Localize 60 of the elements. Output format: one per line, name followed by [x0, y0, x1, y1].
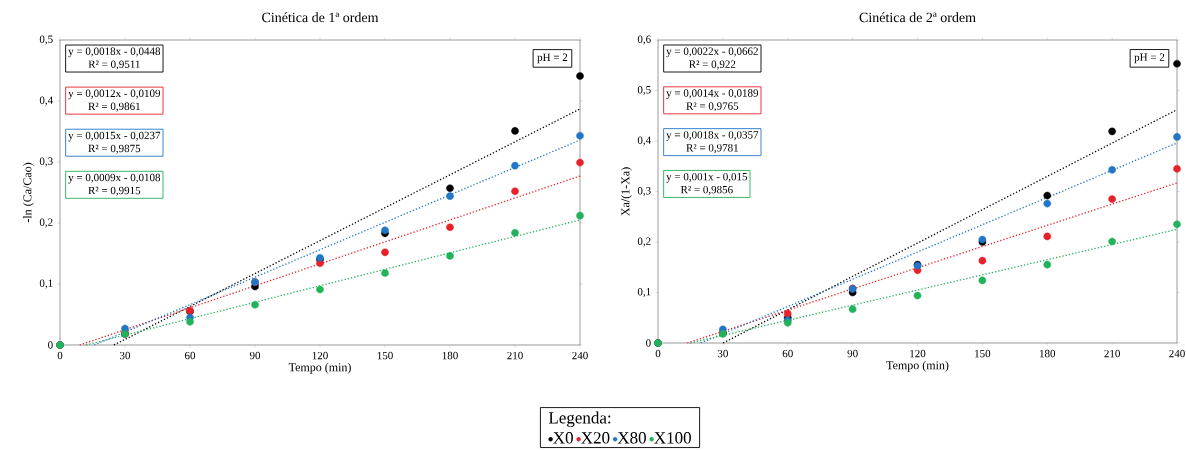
annotation: y = 0,0018x - 0,0357 [666, 131, 759, 141]
annotation: R² = 0,9765 [686, 102, 739, 112]
y-tick-label: 0,2 [39, 218, 53, 228]
x-tick-label: 60 [782, 349, 793, 358]
annotation: R² = 0,9861 [88, 102, 140, 112]
x-tick-label: 210 [507, 351, 523, 360]
y-tick-label: 0 [48, 341, 53, 349]
annotation: R² = 0,9511 [88, 60, 140, 70]
x-tick-label: 120 [910, 349, 926, 358]
x-axis-title: Tempo (min) [886, 360, 949, 372]
y-tick-label: 0,1 [39, 279, 53, 289]
legend-label: X20 [581, 432, 610, 444]
annotation: pH = 2 [1134, 53, 1165, 64]
x-tick-label: 90 [847, 349, 858, 358]
annotation: y = 0,0018x - 0,0448 [68, 47, 161, 58]
x-tick-label: 150 [975, 349, 991, 358]
legend-label: X80 [617, 432, 646, 444]
y-tick-label: 0,3 [39, 157, 53, 167]
annotation: y = 0,0009x - 0,0108 [68, 173, 161, 184]
annotation: y = 0,0014x - 0,0189 [666, 89, 759, 99]
annotation: R² = 0,922 [689, 60, 736, 70]
annotation: pH = 2 [537, 53, 568, 64]
x-tick-label: 0 [655, 349, 661, 358]
annotation: R² = 0,9875 [88, 144, 141, 154]
legend-label: X0 [553, 432, 573, 444]
y-axis-title: -ln (Ca/Cao) [22, 162, 34, 223]
x-tick-label: 90 [249, 351, 261, 360]
annotation: R² = 0,9915 [88, 186, 141, 196]
x-tick-label: 180 [442, 351, 458, 360]
y-tick-label: 0,3 [637, 187, 651, 196]
annotation: R² = 0,9781 [686, 144, 738, 154]
x-tick-label: 0 [57, 351, 63, 360]
chart-title: Cinética de 1ª ordem [262, 12, 379, 23]
x-tick-label: 210 [1104, 349, 1120, 358]
x-tick-label: 30 [120, 351, 131, 360]
annotation: y = 0,001x - 0,015 [666, 172, 748, 183]
x-tick-label: 60 [184, 351, 196, 360]
y-tick-label: 0,4 [637, 136, 651, 146]
x-tick-label: 240 [572, 351, 588, 360]
y-tick-label: 0,5 [637, 86, 651, 95]
chart-title: Cinética de 2ª ordem [859, 12, 976, 23]
legend-label: X100 [654, 432, 691, 444]
legend-title: Legenda: [548, 411, 611, 428]
x-tick-label: 180 [1039, 349, 1056, 358]
annotation: y = 0,0012x - 0,0109 [68, 89, 161, 100]
y-tick-label: 0,2 [637, 237, 651, 247]
x-tick-label: 150 [377, 351, 393, 360]
x-tick-label: 240 [1169, 349, 1185, 358]
y-tick-label: 0,4 [39, 96, 53, 106]
y-tick-label: 0,5 [39, 35, 53, 45]
x-axis-title: Tempo (min) [288, 362, 351, 374]
y-axis-title: Xa/(1-Xa) [620, 167, 632, 216]
annotation: y = 0,0015x - 0,0237 [68, 131, 161, 142]
annotation: R² = 0,9856 [680, 185, 733, 195]
x-tick-label: 30 [717, 349, 728, 358]
y-tick-label: 0,1 [637, 288, 651, 297]
y-tick-label: 0 [646, 339, 651, 347]
x-tick-label: 120 [312, 351, 328, 360]
y-tick-label: 0,6 [637, 35, 651, 45]
annotation: y = 0,0022x - 0,0662 [666, 47, 758, 58]
